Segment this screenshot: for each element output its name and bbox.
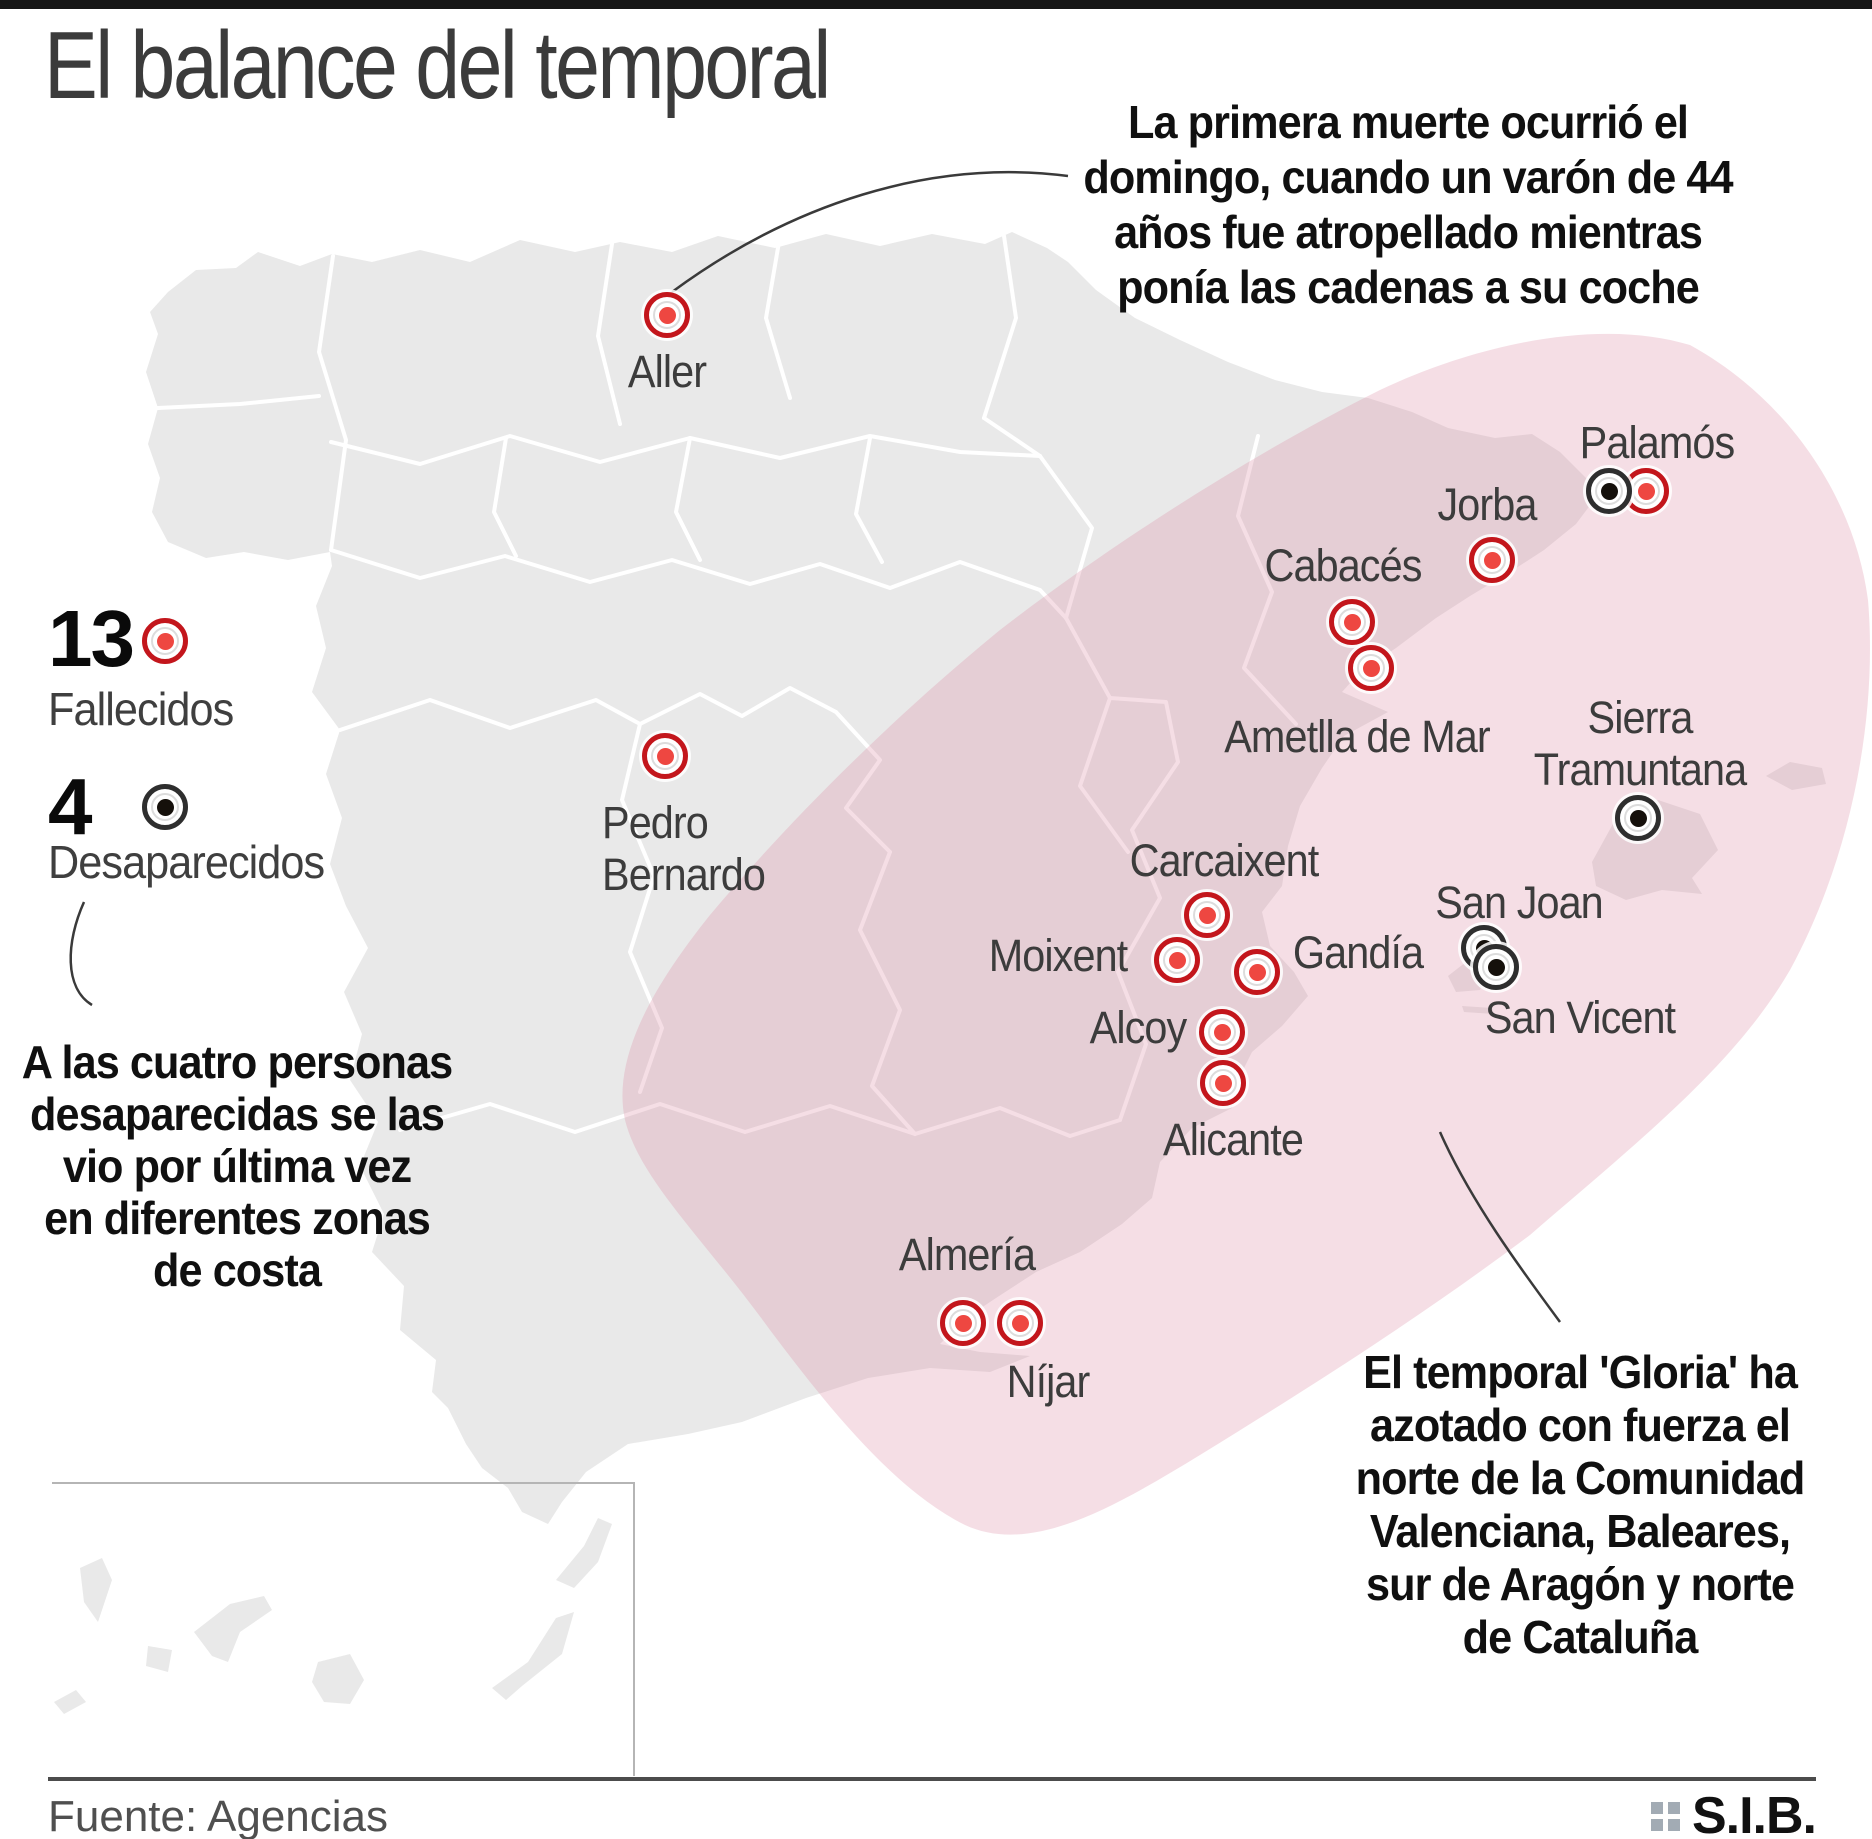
desaparecidos-label: Desaparecidos (48, 836, 325, 888)
spain-mainland-shape (146, 232, 1600, 1524)
fallecido-marker-icon (1200, 1060, 1246, 1106)
annotation-line: ponía las cadenas a su coche (1117, 261, 1700, 313)
annotation-line: de Cataluña (1462, 1611, 1699, 1663)
el-hierro-island (54, 1690, 86, 1714)
city-label-ametlla-de-mar: Ametlla de Mar (1224, 710, 1490, 762)
menorca-island (1766, 762, 1826, 790)
city-label-jorba: Jorba (1437, 478, 1538, 530)
fallecido-marker-icon (142, 618, 188, 664)
fallecido-marker-icon (940, 1300, 986, 1346)
fallecido-marker-icon (642, 733, 688, 779)
leader-line-desaparecidos (69, 901, 93, 1007)
sib-logo: S.I.B. (1650, 1786, 1817, 1839)
leader-line-gloria (1438, 1131, 1562, 1323)
storm-zone-overlay (622, 333, 1870, 1535)
desaparecido-marker-icon (1586, 468, 1632, 514)
fallecido-marker-icon (644, 292, 690, 338)
fallecido-marker-icon (1348, 645, 1394, 691)
canary-islands-inset (52, 1482, 635, 1776)
fallecido-marker-icon (1184, 892, 1230, 938)
la-gomera-island (146, 1646, 172, 1672)
annotation-line: años fue atropellado mientras (1114, 206, 1703, 258)
fallecidos-count: 13 (48, 594, 135, 683)
annotation-line: en diferentes zonas (44, 1192, 431, 1244)
sib-logo-text: S.I.B. (1691, 1787, 1817, 1839)
annotation-line: norte de la Comunidad (1355, 1452, 1806, 1504)
leader-line-aller (671, 170, 1069, 294)
city-label-gandía: Gandía (1292, 926, 1424, 978)
city-label-aller: Aller (627, 345, 707, 397)
annotation-line: sur de Aragón y norte (1366, 1558, 1795, 1610)
city-label-almería: Almería (898, 1228, 1036, 1280)
lanzarote-island (556, 1518, 612, 1588)
gran-canaria-island (312, 1654, 364, 1704)
annotation-first-death: La primera muerte ocurrió el domingo, cu… (1083, 95, 1733, 315)
leader-lines (69, 170, 1562, 1323)
annotation-line: El temporal 'Gloria' ha (1363, 1346, 1798, 1398)
source-credit: Fuente: Agencias (48, 1792, 389, 1839)
city-label-san-vicent: San Vicent (1484, 991, 1676, 1043)
annotation-storm-gloria: El temporal 'Gloria' ha azotado con fuer… (1355, 1346, 1806, 1664)
fallecido-marker-icon (1234, 949, 1280, 995)
city-label-carcaixent: Carcaixent (1129, 834, 1320, 886)
city-label-níjar: Níjar (1006, 1355, 1091, 1407)
fallecidos-label: Fallecidos (48, 683, 234, 735)
city-label-alcoy: Alcoy (1089, 1001, 1188, 1053)
desaparecido-marker-icon (1615, 795, 1661, 841)
top-black-bar (0, 0, 1872, 9)
annotation-line: de costa (153, 1244, 322, 1296)
city-label-alicante: Alicante (1163, 1113, 1304, 1165)
annotation-line: La primera muerte ocurrió el (1127, 96, 1689, 148)
annotation-line: A las cuatro personas (21, 1036, 453, 1088)
footer-divider (48, 1777, 1816, 1781)
annotation-line: desaparecidas se las (30, 1088, 445, 1140)
desaparecido-marker-icon (1473, 944, 1519, 990)
page-title: El balance del temporal (44, 12, 831, 119)
city-label-san-joan: San Joan (1435, 876, 1604, 928)
fallecido-marker-icon (1469, 537, 1515, 583)
annotation-missing-persons: A las cuatro personas desaparecidas se l… (21, 1036, 453, 1296)
la-palma-island (80, 1558, 112, 1622)
province-borders (156, 234, 1298, 1138)
inset-border (52, 1482, 635, 1776)
formentera-island (1462, 1006, 1494, 1014)
fuerteventura-island (492, 1612, 574, 1700)
annotation-line: domingo, cuando un varón de 44 (1083, 151, 1733, 203)
annotation-line: vio por última vez (62, 1140, 412, 1192)
city-label-moixent: Moixent (988, 929, 1128, 981)
city-label-palamós: Palamós (1579, 416, 1736, 468)
city-label-cabacés: Cabacés (1264, 539, 1423, 591)
tenerife-island (194, 1596, 272, 1662)
desaparecido-marker-icon (142, 784, 188, 830)
fallecido-marker-icon (1329, 599, 1375, 645)
city-label-sierra-tramuntana: Sierra Tramuntana (1533, 691, 1747, 795)
annotation-line: azotado con fuerza el (1370, 1399, 1791, 1451)
fallecido-marker-icon (997, 1300, 1043, 1346)
annotation-line: Valenciana, Baleares, (1369, 1505, 1791, 1557)
desaparecidos-count: 4 (48, 762, 92, 851)
city-label-pedro-bernardo: Pedro Bernardo (602, 796, 766, 900)
fallecido-marker-icon (1154, 937, 1200, 983)
sib-squares-icon (1650, 1801, 1680, 1831)
fallecido-marker-icon (1199, 1009, 1245, 1055)
